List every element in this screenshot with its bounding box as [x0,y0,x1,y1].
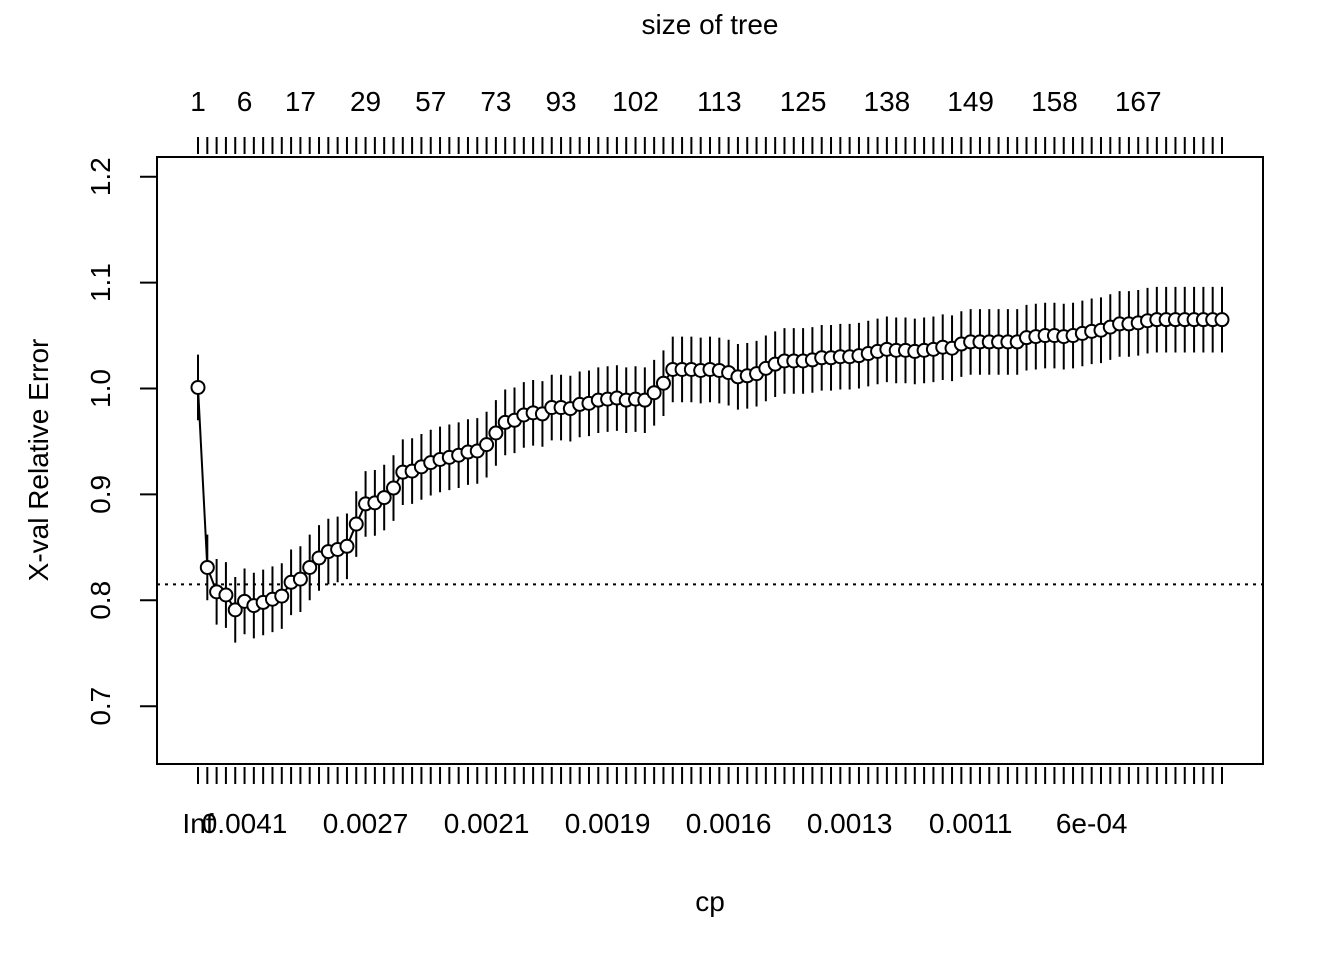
x-tick-label: 0.0021 [444,808,530,839]
top-tick-label: 93 [545,86,576,117]
data-point [199,559,215,575]
x-tick-label: 0.0013 [807,808,893,839]
top-tick-label: 73 [480,86,511,117]
top-tick-label: 1 [190,86,206,117]
data-point [218,587,234,603]
data-point [655,375,671,391]
data-point [385,480,401,496]
data-point [339,538,355,554]
top-tick-label: 6 [237,86,253,117]
top-tick-label: 125 [780,86,827,117]
y-tick-label: 0.8 [85,581,116,620]
data-point [646,385,662,401]
data-point [227,602,243,618]
x-tick-label: Inf [182,808,213,839]
x-tick-label: 0.0019 [565,808,651,839]
data-point [274,588,290,604]
x-tick-label: 0.0011 [929,808,1013,839]
top-tick-label: 102 [612,86,659,117]
top-tick-label: 138 [864,86,911,117]
top-tick-label: 167 [1115,86,1162,117]
x-tick-label: 6e-04 [1056,808,1128,839]
x-tick-label: 0.0041 [202,808,288,839]
data-point [376,490,392,506]
top-tick-label: 158 [1031,86,1078,117]
top-tick-label: 29 [350,86,381,117]
top-tick-label: 17 [285,86,316,117]
top-tick-label: 113 [697,86,742,117]
data-point [348,516,364,532]
y-tick-label: 1.1 [85,263,116,302]
top-tick-label: 149 [947,86,994,117]
data-point [302,559,318,575]
x-tick-label: 0.0016 [686,808,772,839]
data-point [190,379,206,395]
data-point [1214,312,1230,328]
y-axis-label: X-val Relative Error [23,339,54,582]
x-tick-label: 0.0027 [323,808,409,839]
y-tick-label: 0.9 [85,475,116,514]
y-tick-label: 0.7 [85,687,116,726]
data-point [488,425,504,441]
y-tick-label: 1.0 [85,369,116,408]
data-point [292,571,308,587]
x-axis-label: cp [695,886,725,917]
top-tick-label: 57 [415,86,446,117]
plot-frame [156,156,1264,765]
chart-title: size of tree [642,9,779,40]
data-point [479,437,495,453]
y-tick-label: 1.2 [85,157,116,196]
